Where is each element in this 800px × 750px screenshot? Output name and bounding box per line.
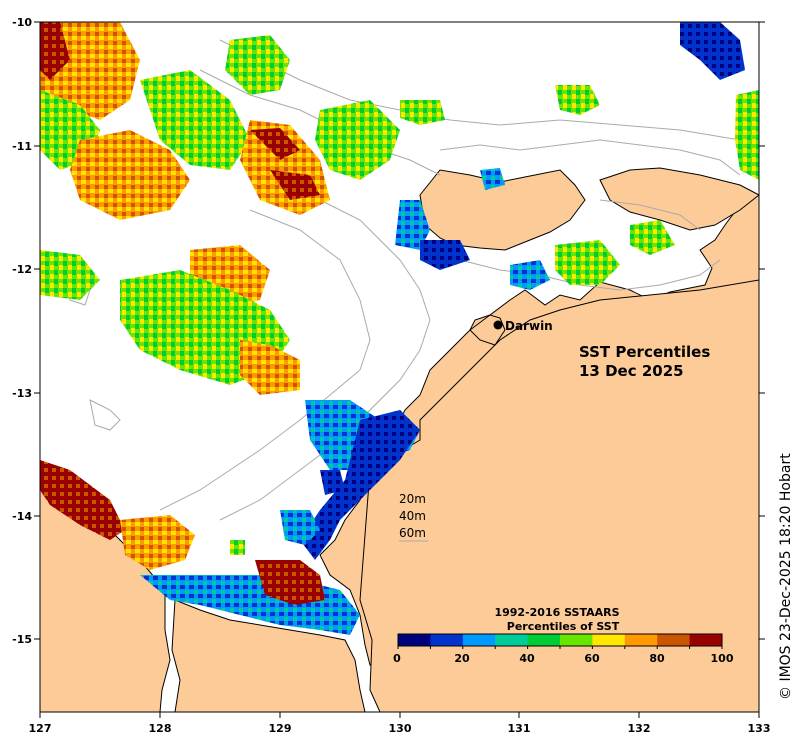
- land-cobourg: [599, 167, 759, 231]
- colorbar-segment: [398, 634, 431, 646]
- depth-contour-lines: [69, 39, 741, 521]
- y-tick-label: -14: [12, 510, 32, 523]
- colorbar-segment: [657, 634, 691, 646]
- legend-subtitle: Percentiles of SST: [507, 620, 620, 633]
- x-tick-label: 132: [628, 722, 651, 735]
- y-tick-label: -10: [12, 16, 32, 29]
- depth-label-40m: 40m: [399, 509, 426, 523]
- y-tick-label: -15: [12, 633, 32, 646]
- depth-label-60m: 60m: [399, 526, 426, 540]
- colorbar-segment: [592, 634, 626, 646]
- legend-tick-label: 40: [519, 652, 535, 665]
- colorbar-segment: [560, 634, 593, 646]
- y-tick-label: -13: [12, 387, 32, 400]
- map-title: SST Percentiles: [579, 343, 711, 361]
- x-tick-label: 128: [149, 722, 172, 735]
- legend-tick-label: 0: [393, 652, 401, 665]
- colorbar-segment: [430, 634, 464, 646]
- x-tick-label: 133: [748, 722, 771, 735]
- legend-tick-label: 20: [454, 652, 470, 665]
- x-tick-label: 130: [389, 722, 412, 735]
- x-tick-label: 131: [508, 722, 531, 735]
- x-tick-label: 129: [269, 722, 292, 735]
- y-tick-label: -12: [12, 263, 32, 276]
- y-tick-label: -11: [12, 140, 32, 153]
- land-south-coast: [171, 599, 366, 712]
- land-east-block: [359, 279, 759, 712]
- colorbar: [397, 633, 723, 649]
- darwin-marker: [493, 320, 503, 330]
- copyright-text: © IMOS 23-Dec-2025 18:20 Hobart: [778, 453, 794, 700]
- colorbar-segment: [495, 634, 529, 646]
- legend-tick-label: 100: [711, 652, 734, 665]
- legend-tick-label: 80: [649, 652, 665, 665]
- sst-data-patches: [40, 22, 759, 635]
- percentile-legend: 1992-2016 SSTAARS Percentiles of SST 0 2…: [393, 606, 734, 665]
- tick-marks: [34, 21, 765, 718]
- colorbar-segment: [689, 634, 723, 646]
- colorbar-segment: [624, 634, 658, 646]
- depth-legend: 20m 40m 60m: [399, 492, 428, 542]
- depth-label-20m: 20m: [399, 492, 426, 506]
- colorbar-segment: [462, 634, 496, 646]
- legend-tick-label: 60: [584, 652, 600, 665]
- map-date: 13 Dec 2025: [579, 362, 684, 380]
- darwin-label: Darwin: [505, 319, 553, 333]
- legend-title: 1992-2016 SSTAARS: [494, 606, 619, 619]
- colorbar-segment: [527, 634, 561, 646]
- x-tick-label: 127: [29, 722, 52, 735]
